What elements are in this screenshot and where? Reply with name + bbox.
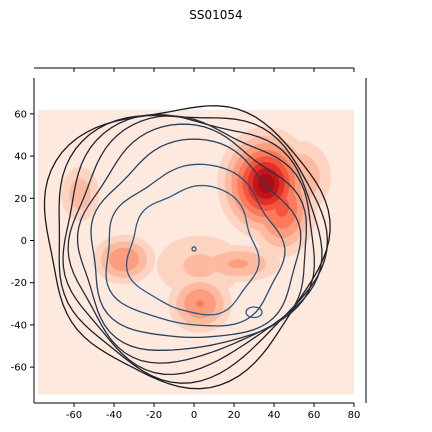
- x-tick-label--40: -40: [106, 410, 122, 421]
- x-tick-label-40: 40: [268, 410, 281, 421]
- density-fill-patch-center-right-level-3: [228, 259, 248, 268]
- x-tick-label-0: 0: [191, 410, 197, 421]
- x-tick-label--60: -60: [66, 410, 82, 421]
- y-tick-label--60: -60: [11, 363, 27, 374]
- density-fill-patch-lower-center-level-4: [196, 300, 204, 307]
- y-tick-label-0: 0: [21, 236, 27, 247]
- y-tick-label--40: -40: [11, 320, 27, 331]
- chart-title: SS01054: [189, 8, 242, 22]
- x-tick-label-80: 80: [348, 410, 361, 421]
- density-fill-layer: [38, 110, 354, 395]
- x-tick-label--20: -20: [146, 410, 162, 421]
- density-fill-patch-center-level-2: [183, 254, 216, 277]
- y-tick-label-20: 20: [14, 194, 27, 205]
- y-tick-label-60: 60: [14, 109, 27, 120]
- x-tick-label-20: 20: [228, 410, 241, 421]
- y-tick-label-40: 40: [14, 152, 27, 163]
- density-fill-patch-left-level-3: [109, 248, 139, 272]
- x-tick-label-60: 60: [308, 410, 321, 421]
- y-tick-label--20: -20: [11, 278, 27, 289]
